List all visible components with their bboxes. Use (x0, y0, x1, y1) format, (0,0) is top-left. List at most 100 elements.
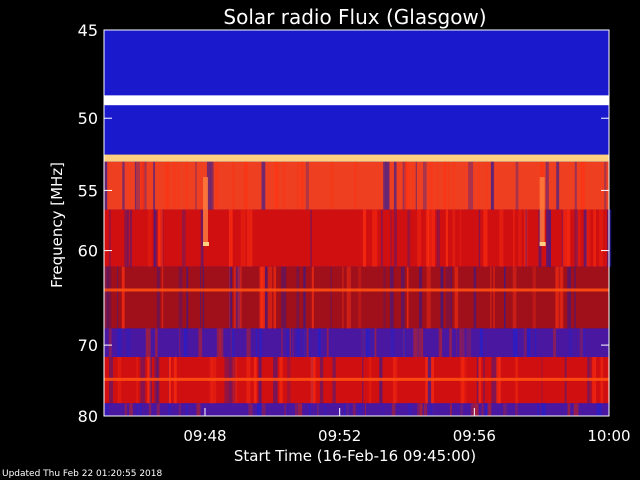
noise-stripe (607, 209, 612, 267)
axes: 45 50 55 60 70 80 09:48 09:52 09:56 10:00 (78, 21, 631, 445)
noise-stripe (460, 403, 464, 416)
noise-stripe (380, 209, 383, 267)
noise-stripe (153, 209, 157, 267)
noise-stripe (248, 403, 253, 416)
noise-stripe (206, 161, 212, 210)
noise-stripe (576, 209, 581, 267)
noise-stripe (178, 403, 182, 416)
noise-stripe (525, 209, 528, 267)
noise-stripe (416, 403, 421, 416)
noise-stripe (317, 403, 320, 416)
noise-stripe (456, 328, 458, 358)
noise-stripe (487, 403, 492, 416)
noise-stripe (407, 161, 410, 210)
noise-stripe (405, 161, 408, 210)
spectrum-band (104, 161, 609, 210)
spectrum-band (104, 154, 609, 162)
noise-stripe (156, 403, 160, 416)
noise-stripe (134, 161, 136, 210)
noise-stripe (109, 209, 111, 267)
noise-stripe (470, 403, 476, 416)
noise-stripe (184, 161, 189, 210)
noise-stripe (116, 266, 119, 329)
noise-stripe (553, 328, 557, 358)
noise-stripe (468, 161, 474, 210)
noise-stripe (246, 328, 251, 358)
noise-stripe (374, 328, 377, 358)
noise-stripe (124, 403, 128, 416)
noise-stripe (439, 328, 443, 358)
noise-stripe (303, 266, 306, 329)
noise-stripe (459, 328, 462, 358)
noise-stripe (281, 266, 287, 329)
noise-stripe (537, 403, 539, 416)
noise-stripe (490, 161, 495, 210)
noise-stripe (535, 328, 537, 358)
noise-stripe (473, 266, 477, 329)
noise-stripe (302, 328, 307, 358)
burst-feature-peak (539, 242, 546, 247)
noise-stripe (604, 161, 606, 210)
spectrum-band (104, 266, 609, 329)
noise-stripe (599, 209, 603, 267)
noise-stripe (483, 209, 488, 267)
noise-stripe (294, 403, 298, 416)
noise-stripe (199, 266, 202, 329)
noise-stripe (393, 209, 397, 267)
noise-stripe (428, 161, 434, 210)
noise-stripe (184, 328, 187, 358)
noise-stripe (281, 328, 283, 358)
noise-stripe (108, 328, 112, 358)
noise-stripe (178, 266, 183, 329)
noise-stripe (373, 328, 376, 358)
y-tick-label: 60 (78, 242, 98, 261)
noise-stripe (407, 403, 412, 416)
y-tick-label: 55 (78, 181, 98, 200)
noise-stripe (332, 161, 334, 210)
noise-stripe (200, 209, 204, 267)
noise-stripe (436, 209, 440, 267)
noise-stripe (352, 403, 356, 416)
noise-stripe (345, 403, 349, 416)
noise-stripe (556, 161, 560, 210)
noise-stripe (554, 266, 558, 329)
noise-stripe (407, 209, 411, 267)
noise-stripe (445, 209, 449, 267)
burst-feature (203, 177, 208, 246)
noise-stripe (181, 209, 186, 267)
noise-stripe (559, 266, 564, 329)
noise-stripe (168, 403, 171, 416)
noise-stripe (358, 266, 362, 329)
noise-stripe (505, 403, 507, 416)
noise-stripe (283, 161, 286, 210)
noise-stripe (389, 266, 394, 329)
noise-stripe (478, 161, 480, 210)
noise-stripe (345, 403, 350, 416)
noise-stripe (426, 266, 431, 329)
noise-stripe (232, 161, 235, 210)
noise-stripe (583, 328, 585, 358)
noise-stripe (418, 266, 422, 329)
noise-stripe (261, 403, 266, 416)
noise-stripe (459, 209, 462, 267)
noise-stripe (265, 266, 267, 329)
noise-stripe (545, 161, 549, 210)
noise-stripe (202, 266, 205, 329)
noise-stripe (574, 161, 577, 210)
noise-stripe (156, 209, 158, 267)
noise-stripe (478, 209, 481, 267)
noise-stripe (513, 209, 515, 267)
spectrum-band (104, 30, 609, 42)
noise-stripe (436, 161, 438, 210)
chart-title: Solar radio Flux (Glasgow) (223, 5, 486, 29)
noise-stripe (452, 209, 456, 267)
noise-stripe (446, 266, 451, 329)
noise-stripe (104, 266, 109, 329)
noise-stripe (523, 328, 527, 358)
noise-stripe (427, 209, 431, 267)
noise-stripe (156, 266, 160, 329)
noise-stripe (122, 161, 125, 210)
update-timestamp: Updated Thu Feb 22 01:20:55 2018 (2, 469, 163, 479)
noise-stripe (490, 161, 494, 210)
noise-stripe (267, 266, 273, 329)
